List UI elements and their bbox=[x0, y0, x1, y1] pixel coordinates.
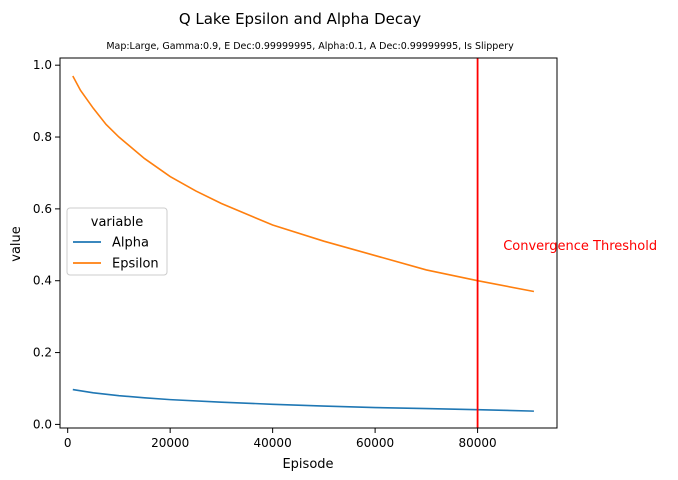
chart-subtitle: Map:Large, Gamma:0.9, E Dec:0.99999995, … bbox=[106, 41, 514, 52]
plot-area: Convergence Threshold 0 20000 40000 60000 800… bbox=[33, 57, 657, 450]
y-tick-label: 0.6 bbox=[33, 202, 52, 216]
x-tick-label: 80000 bbox=[458, 436, 496, 450]
x-tick-label: 40000 bbox=[254, 436, 292, 450]
plot-frame bbox=[59, 57, 558, 429]
threshold-label: Convergence Threshold bbox=[503, 239, 657, 254]
series-line-alpha bbox=[72, 388, 534, 412]
x-tick-label: 60000 bbox=[356, 436, 394, 450]
chart-title: Q Lake Epsilon and Alpha Decay bbox=[179, 10, 421, 28]
y-axis-label: value bbox=[9, 226, 24, 262]
y-tick-label: 1.0 bbox=[33, 58, 52, 72]
legend-title: variable bbox=[91, 215, 143, 230]
x-axis-label: Episode bbox=[282, 457, 333, 472]
x-tick-label: 20000 bbox=[151, 436, 189, 450]
legend-label-alpha: Alpha bbox=[112, 236, 149, 251]
y-tick-label: 0.8 bbox=[33, 130, 52, 144]
legend-box bbox=[66, 207, 168, 276]
legend-label-epsilon: Epsilon bbox=[112, 257, 159, 272]
y-tick-label: 0.4 bbox=[33, 274, 52, 288]
x-tick-label: 0 bbox=[64, 436, 72, 450]
y-tick-label: 0.2 bbox=[33, 346, 52, 360]
series-line-epsilon bbox=[72, 75, 535, 293]
y-tick-label: 0.0 bbox=[33, 417, 52, 431]
